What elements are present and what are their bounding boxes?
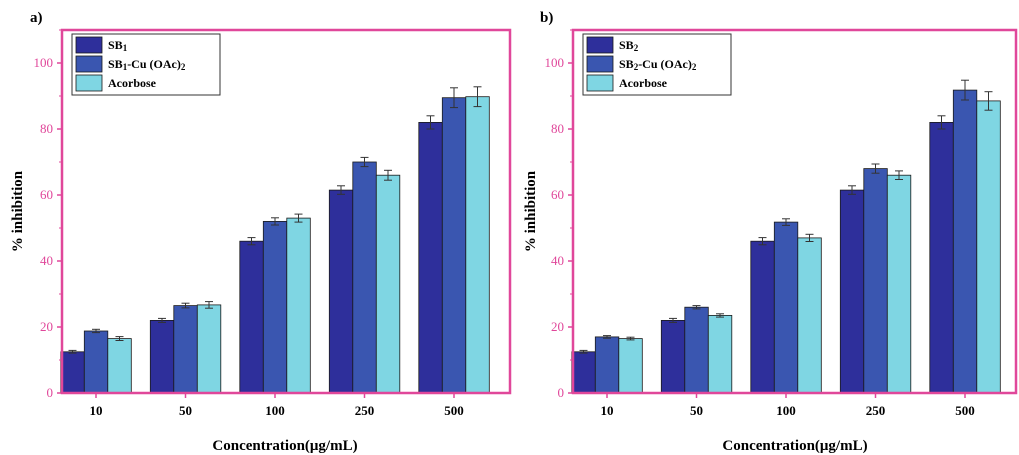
y-tick-label: 20 — [551, 319, 564, 334]
y-tick-label: 60 — [551, 187, 564, 202]
bar — [149, 319, 175, 394]
bar — [594, 336, 620, 394]
legend-swatch — [586, 36, 614, 54]
bar — [952, 89, 978, 394]
bar — [441, 97, 467, 394]
chart-panel-a: a) 0 20 40 60 80 100 10 50 100 250 500 % inhibition C… — [10, 10, 512, 454]
y-tick-label: 20 — [40, 319, 53, 334]
legend-swatch — [75, 74, 103, 92]
legend-label: Acorbose — [619, 76, 668, 90]
legend-swatch — [75, 36, 103, 54]
bar — [465, 96, 490, 394]
x-tick-label: 10 — [90, 403, 103, 418]
legend-swatch — [586, 74, 614, 92]
bar — [83, 330, 109, 394]
y-tick-label: 100 — [545, 55, 565, 70]
bar — [797, 237, 822, 394]
bar — [60, 351, 85, 394]
bar — [684, 306, 709, 394]
plot-frame — [571, 28, 1018, 395]
x-axis-label: Concentration(μg/mL) — [212, 438, 357, 454]
bar — [707, 314, 733, 394]
legend-label: SB1-Cu (OAc)2 — [108, 57, 186, 72]
legend-label: Acorbose — [108, 76, 157, 90]
bar — [239, 240, 264, 394]
bar — [618, 338, 643, 394]
legend: SB1 SB1-Cu (OAc)2 Acorbose — [71, 33, 221, 96]
x-tick-label: 50 — [179, 403, 192, 418]
x-tick-label: 100 — [776, 403, 796, 418]
y-tick-label: 0 — [558, 385, 565, 400]
x-tick-label: 50 — [690, 403, 703, 418]
bar — [418, 122, 443, 394]
bar — [107, 338, 132, 394]
legend-swatch — [75, 55, 103, 73]
y-tick-label: 0 — [47, 385, 54, 400]
legend-label: SB2-Cu (OAc)2 — [619, 57, 697, 72]
bar — [863, 168, 888, 394]
bar — [773, 221, 799, 394]
y-tick-label: 60 — [40, 187, 53, 202]
bar — [352, 161, 377, 394]
y-axis-label: % inhibition — [10, 170, 26, 252]
bar — [929, 122, 954, 394]
chart-panel-b: b) 0 20 40 60 80 100 10 50 100 250 500 % inhibition C… — [523, 10, 1018, 454]
bar — [286, 217, 311, 394]
x-tick-label: 250 — [355, 403, 375, 418]
bar — [196, 304, 222, 394]
x-tick-label: 250 — [866, 403, 886, 418]
panel-label: b) — [540, 10, 553, 26]
legend-swatch — [586, 55, 614, 73]
legend-label: SB1 — [108, 38, 128, 53]
y-tick-label: 40 — [40, 253, 53, 268]
x-tick-label: 500 — [444, 403, 464, 418]
bar — [262, 220, 288, 394]
y-tick-label: 80 — [551, 121, 564, 136]
plot-frame — [60, 28, 512, 395]
bar — [976, 100, 1001, 394]
y-tick-label: 80 — [40, 121, 53, 136]
bar — [571, 351, 596, 394]
legend: SB2 SB2-Cu (OAc)2 Acorbose — [582, 33, 732, 96]
x-tick-label: 100 — [265, 403, 285, 418]
y-axis-label: % inhibition — [523, 170, 539, 252]
legend-label: SB2 — [619, 38, 639, 53]
bar — [173, 305, 198, 394]
panel-label: a) — [30, 10, 43, 26]
bar — [375, 174, 401, 394]
bar — [660, 319, 686, 394]
x-tick-label: 10 — [601, 403, 614, 418]
y-tick-label: 100 — [34, 55, 54, 70]
x-axis-label: Concentration(μg/mL) — [722, 438, 867, 454]
bar — [839, 189, 865, 394]
bar — [750, 240, 775, 394]
y-tick-label: 40 — [551, 253, 564, 268]
bar — [328, 189, 354, 394]
x-tick-label: 500 — [955, 403, 975, 418]
bar — [886, 174, 912, 394]
